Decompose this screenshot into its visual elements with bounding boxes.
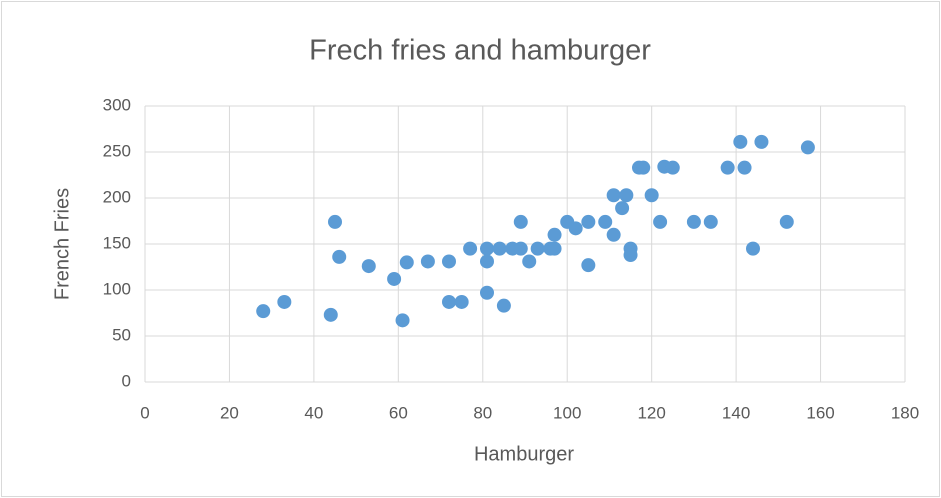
- point: [644, 188, 659, 203]
- point: [720, 160, 735, 175]
- x-tick-label: 100: [553, 403, 581, 422]
- x-tick-label: 140: [722, 403, 750, 422]
- point: [387, 271, 402, 286]
- y-tick-label: 200: [103, 187, 131, 206]
- point: [513, 241, 528, 256]
- point: [581, 258, 596, 273]
- y-tick-label: 250: [103, 141, 131, 160]
- point: [737, 160, 752, 175]
- point: [615, 201, 630, 216]
- y-tick-label: 50: [112, 325, 131, 344]
- x-tick-label: 20: [220, 403, 239, 422]
- point: [653, 214, 668, 229]
- point: [619, 188, 634, 203]
- point: [361, 259, 376, 274]
- point: [703, 214, 718, 229]
- point: [463, 241, 478, 256]
- point: [636, 160, 651, 175]
- point: [746, 241, 760, 256]
- point: [513, 214, 528, 229]
- point: [256, 304, 271, 319]
- point: [496, 298, 511, 313]
- point: [779, 214, 794, 229]
- point: [332, 249, 347, 264]
- x-axis-label: Hamburger: [474, 443, 574, 465]
- point: [442, 294, 456, 309]
- point: [480, 285, 494, 300]
- x-tick-label: 60: [389, 403, 408, 422]
- y-tick-label: 100: [103, 279, 131, 298]
- y-tick-label: 300: [103, 95, 131, 114]
- y-tick-label: 0: [122, 371, 131, 390]
- point: [568, 221, 583, 236]
- point: [800, 140, 815, 155]
- point: [547, 227, 562, 242]
- point: [454, 294, 469, 309]
- y-axis-label: French Fries: [51, 188, 73, 300]
- x-tick-label: 180: [891, 403, 919, 422]
- chart-title: Frech fries and hamburger: [309, 35, 651, 67]
- point: [665, 160, 680, 175]
- point: [492, 241, 507, 256]
- x-tick-label: 0: [140, 403, 149, 422]
- y-tick-label: 150: [103, 233, 131, 252]
- point: [323, 307, 338, 322]
- point: [530, 241, 545, 256]
- point: [754, 134, 769, 149]
- point: [395, 313, 410, 328]
- point: [522, 254, 537, 269]
- point: [277, 294, 292, 309]
- point: [598, 214, 613, 229]
- point: [581, 214, 596, 229]
- point: [733, 134, 748, 149]
- point: [606, 227, 621, 242]
- x-tick-label: 80: [473, 403, 492, 422]
- point: [442, 254, 456, 269]
- point: [328, 214, 342, 229]
- point: [420, 254, 435, 269]
- point: [480, 241, 494, 256]
- point: [547, 241, 562, 256]
- point: [623, 248, 638, 263]
- point: [686, 214, 701, 229]
- point: [606, 188, 621, 203]
- x-tick-label: 120: [637, 403, 665, 422]
- x-tick-label: 160: [806, 403, 834, 422]
- point: [399, 255, 414, 270]
- x-tick-label: 40: [304, 403, 323, 422]
- point: [480, 254, 494, 269]
